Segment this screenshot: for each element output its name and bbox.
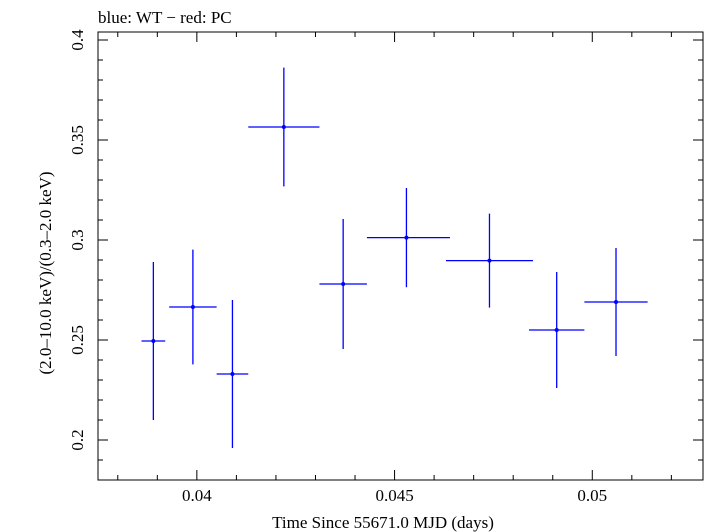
data-point [366,188,450,288]
x-axis-label: Time Since 55671.0 MJD (days) [272,513,494,532]
data-point [216,300,249,448]
data-points [141,67,648,448]
x-tick-label: 0.045 [375,486,413,505]
y-tick-label: 0.35 [68,125,87,155]
plot-frame [97,31,704,481]
point-marker [341,282,346,286]
data-point [584,248,648,356]
data-point [445,213,533,308]
data-point [529,272,585,388]
point-marker [404,235,409,240]
data-point [169,249,217,365]
point-marker [190,305,195,309]
point-marker [230,372,235,376]
data-point [141,262,166,420]
data-point [319,219,367,349]
axis-ticks [98,32,703,481]
point-marker [554,328,559,332]
chart-title: blue: WT − red: PC [98,8,232,27]
data-point [248,67,320,187]
point-marker [614,300,619,304]
y-tick-label: 0.3 [68,229,87,250]
point-marker [281,125,286,129]
y-tick-label: 0.4 [68,29,87,51]
point-marker [151,339,156,343]
axis-tick-labels: 0.04 0.045 0.05 0.2 0.25 0.3 0.35 0.4 [68,29,607,505]
x-tick-label: 0.05 [577,486,607,505]
y-axis-label: (2.0–10.0 keV)/(0.3–2.0 keV) [36,171,55,374]
y-tick-label: 0.25 [68,325,87,355]
y-tick-label: 0.2 [68,429,87,450]
x-tick-label: 0.04 [182,486,212,505]
point-marker [487,258,492,263]
